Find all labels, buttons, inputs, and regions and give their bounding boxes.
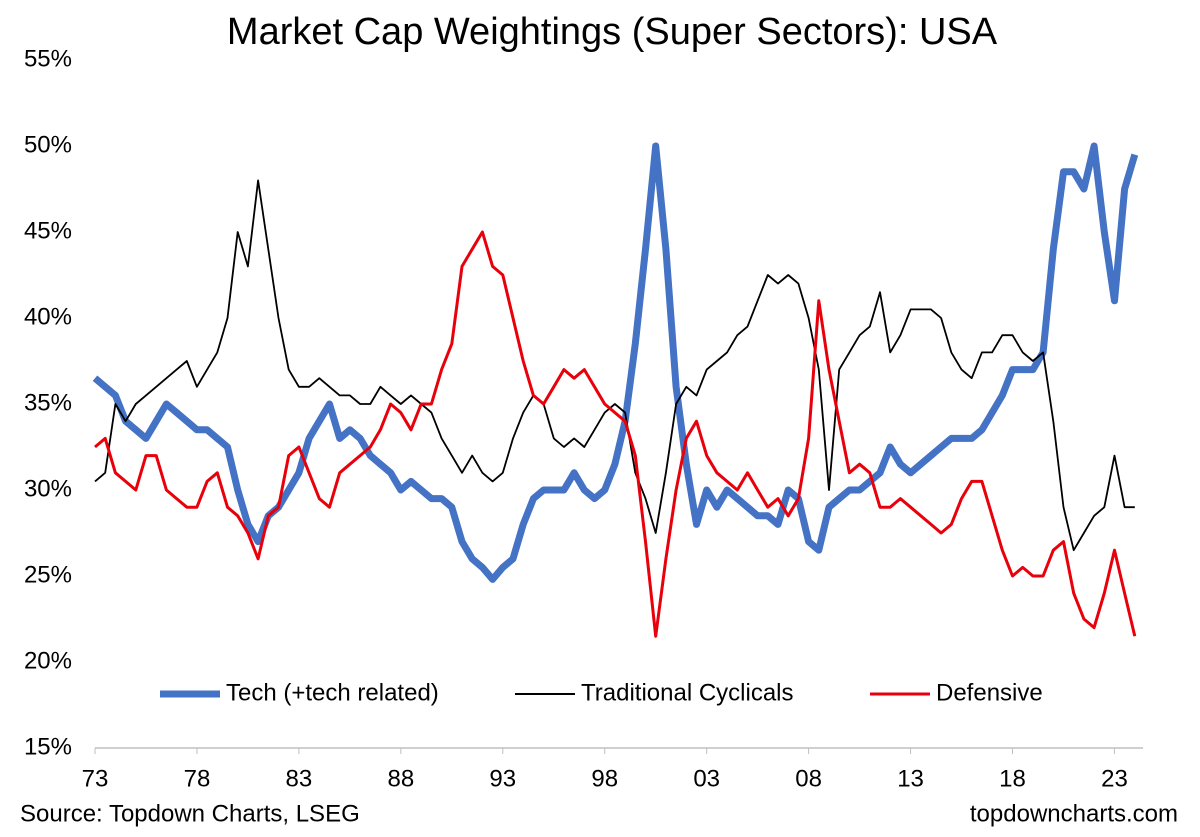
legend-label: Traditional Cyclicals <box>581 679 794 706</box>
y-tick-label: 15% <box>24 733 72 760</box>
y-tick-label: 30% <box>24 475 72 502</box>
x-tick-label: 18 <box>999 765 1026 792</box>
x-tick-label: 23 <box>1101 765 1128 792</box>
x-tick-label: 73 <box>82 765 109 792</box>
legend-label: Tech (+tech related) <box>226 679 439 706</box>
series-line <box>92 142 1139 583</box>
x-tick-label: 13 <box>897 765 924 792</box>
y-tick-label: 55% <box>24 45 72 72</box>
x-tick-label: 03 <box>693 765 720 792</box>
y-tick-label: 50% <box>24 131 72 158</box>
series-line <box>94 179 1135 552</box>
x-tick-label: 78 <box>184 765 211 792</box>
y-tick-label: 40% <box>24 303 72 330</box>
y-tick-label: 45% <box>24 217 72 244</box>
x-tick-label: 88 <box>387 765 414 792</box>
watermark: topdowncharts.com <box>970 800 1178 827</box>
x-tick-label: 98 <box>591 765 618 792</box>
x-tick-label: 83 <box>286 765 313 792</box>
y-tick-label: 25% <box>24 561 72 588</box>
source: Source: Topdown Charts, LSEG <box>20 800 360 827</box>
x-tick-label: 08 <box>795 765 822 792</box>
chart-title: Market Cap Weightings (Super Sectors): U… <box>227 11 998 53</box>
legend-label: Defensive <box>936 679 1043 706</box>
x-tick-label: 93 <box>489 765 516 792</box>
series-line <box>94 230 1137 638</box>
y-tick-label: 20% <box>24 647 72 674</box>
y-tick-label: 35% <box>24 389 72 416</box>
